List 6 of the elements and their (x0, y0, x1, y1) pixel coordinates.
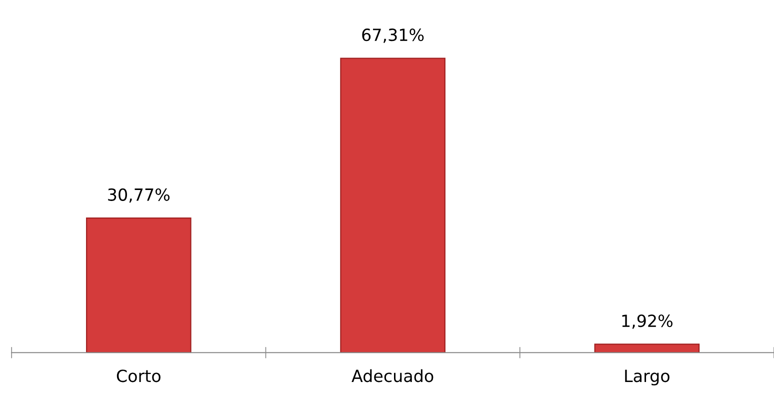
data-label: 30,77% (108, 188, 170, 203)
x-tick-label: Adecuado (352, 369, 434, 382)
data-label: 1,92% (622, 314, 672, 329)
x-tick-label: Corto (116, 370, 160, 382)
data-label: 67,31% (362, 28, 424, 43)
x-tick-label: Largo (625, 370, 670, 386)
